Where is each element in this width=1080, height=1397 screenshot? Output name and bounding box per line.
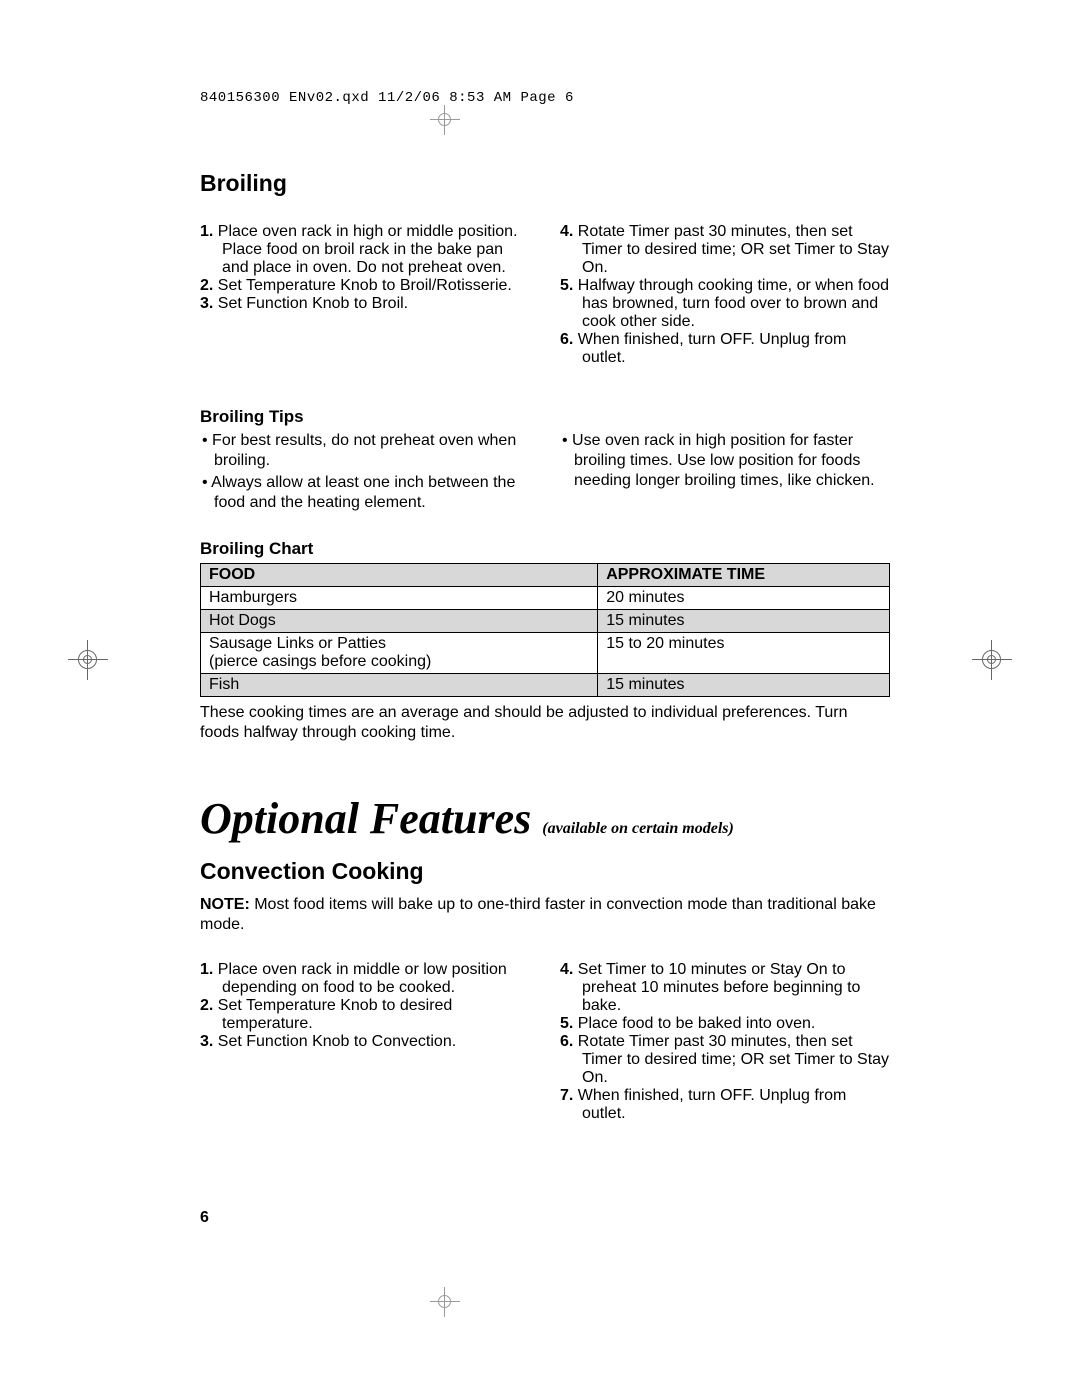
col-time: APPROXIMATE TIME bbox=[598, 564, 890, 587]
step-item: 4. Set Timer to 10 minutes or Stay On to… bbox=[560, 961, 890, 1015]
tip-item: Use oven rack in high position for faste… bbox=[574, 431, 890, 491]
optional-subtitle: (available on certain models) bbox=[542, 820, 734, 837]
step-item: 7. When finished, turn OFF. Unplug from … bbox=[560, 1087, 890, 1123]
step-item: 1. Place oven rack in high or middle pos… bbox=[200, 223, 530, 277]
broiling-chart-table: FOOD APPROXIMATE TIME Hamburgers 20 minu… bbox=[200, 563, 890, 697]
document-header: 840156300 ENv02.qxd 11/2/06 8:53 AM Page… bbox=[200, 90, 574, 106]
step-item: 1. Place oven rack in middle or low posi… bbox=[200, 961, 530, 997]
step-item: 6. Rotate Timer past 30 minutes, then se… bbox=[560, 1033, 890, 1087]
step-item: 5. Place food to be baked into oven. bbox=[560, 1015, 890, 1033]
table-row: Fish 15 minutes bbox=[201, 674, 890, 697]
registration-mark-icon bbox=[972, 640, 1012, 680]
convection-steps-right: 4. Set Timer to 10 minutes or Stay On to… bbox=[560, 961, 890, 1123]
convection-note: NOTE: Most food items will bake up to on… bbox=[200, 895, 890, 935]
step-item: 3. Set Function Knob to Convection. bbox=[200, 1033, 530, 1051]
broiling-steps-left: 1. Place oven rack in high or middle pos… bbox=[200, 223, 530, 313]
table-row: Hamburgers 20 minutes bbox=[201, 587, 890, 610]
col-food: FOOD bbox=[201, 564, 598, 587]
convection-steps: 1. Place oven rack in middle or low posi… bbox=[200, 945, 890, 1139]
tip-item: Always allow at least one inch between t… bbox=[214, 473, 530, 513]
convection-heading: Convection Cooking bbox=[200, 858, 890, 885]
step-item: 4. Rotate Timer past 30 minutes, then se… bbox=[560, 223, 890, 277]
table-row: Hot Dogs 15 minutes bbox=[201, 610, 890, 633]
broiling-tips: For best results, do not preheat oven wh… bbox=[200, 431, 890, 515]
step-item: 6. When finished, turn OFF. Unplug from … bbox=[560, 331, 890, 367]
crop-mark-icon bbox=[430, 1287, 460, 1317]
tips-left: For best results, do not preheat oven wh… bbox=[200, 431, 530, 513]
tip-item: For best results, do not preheat oven wh… bbox=[214, 431, 530, 471]
broiling-chart-heading: Broiling Chart bbox=[200, 539, 890, 559]
crop-mark-icon bbox=[430, 105, 460, 135]
broiling-steps-right: 4. Rotate Timer past 30 minutes, then se… bbox=[560, 223, 890, 367]
registration-mark-icon bbox=[68, 640, 108, 680]
chart-note: These cooking times are an average and s… bbox=[200, 703, 890, 743]
convection-steps-left: 1. Place oven rack in middle or low posi… bbox=[200, 961, 530, 1051]
table-row: Sausage Links or Patties (pierce casings… bbox=[201, 633, 890, 674]
page-content: Broiling 1. Place oven rack in high or m… bbox=[200, 170, 890, 1139]
broiling-tips-heading: Broiling Tips bbox=[200, 407, 890, 427]
tips-right: Use oven rack in high position for faste… bbox=[560, 431, 890, 491]
page-number: 6 bbox=[200, 1209, 209, 1227]
broiling-heading: Broiling bbox=[200, 170, 890, 197]
table-header-row: FOOD APPROXIMATE TIME bbox=[201, 564, 890, 587]
step-item: 2. Set Temperature Knob to desired tempe… bbox=[200, 997, 530, 1033]
step-item: 3. Set Function Knob to Broil. bbox=[200, 295, 530, 313]
optional-features-title: Optional Features (available on certain … bbox=[200, 793, 890, 844]
broiling-steps: 1. Place oven rack in high or middle pos… bbox=[200, 207, 890, 383]
step-item: 5. Halfway through cooking time, or when… bbox=[560, 277, 890, 331]
step-item: 2. Set Temperature Knob to Broil/Rotisse… bbox=[200, 277, 530, 295]
